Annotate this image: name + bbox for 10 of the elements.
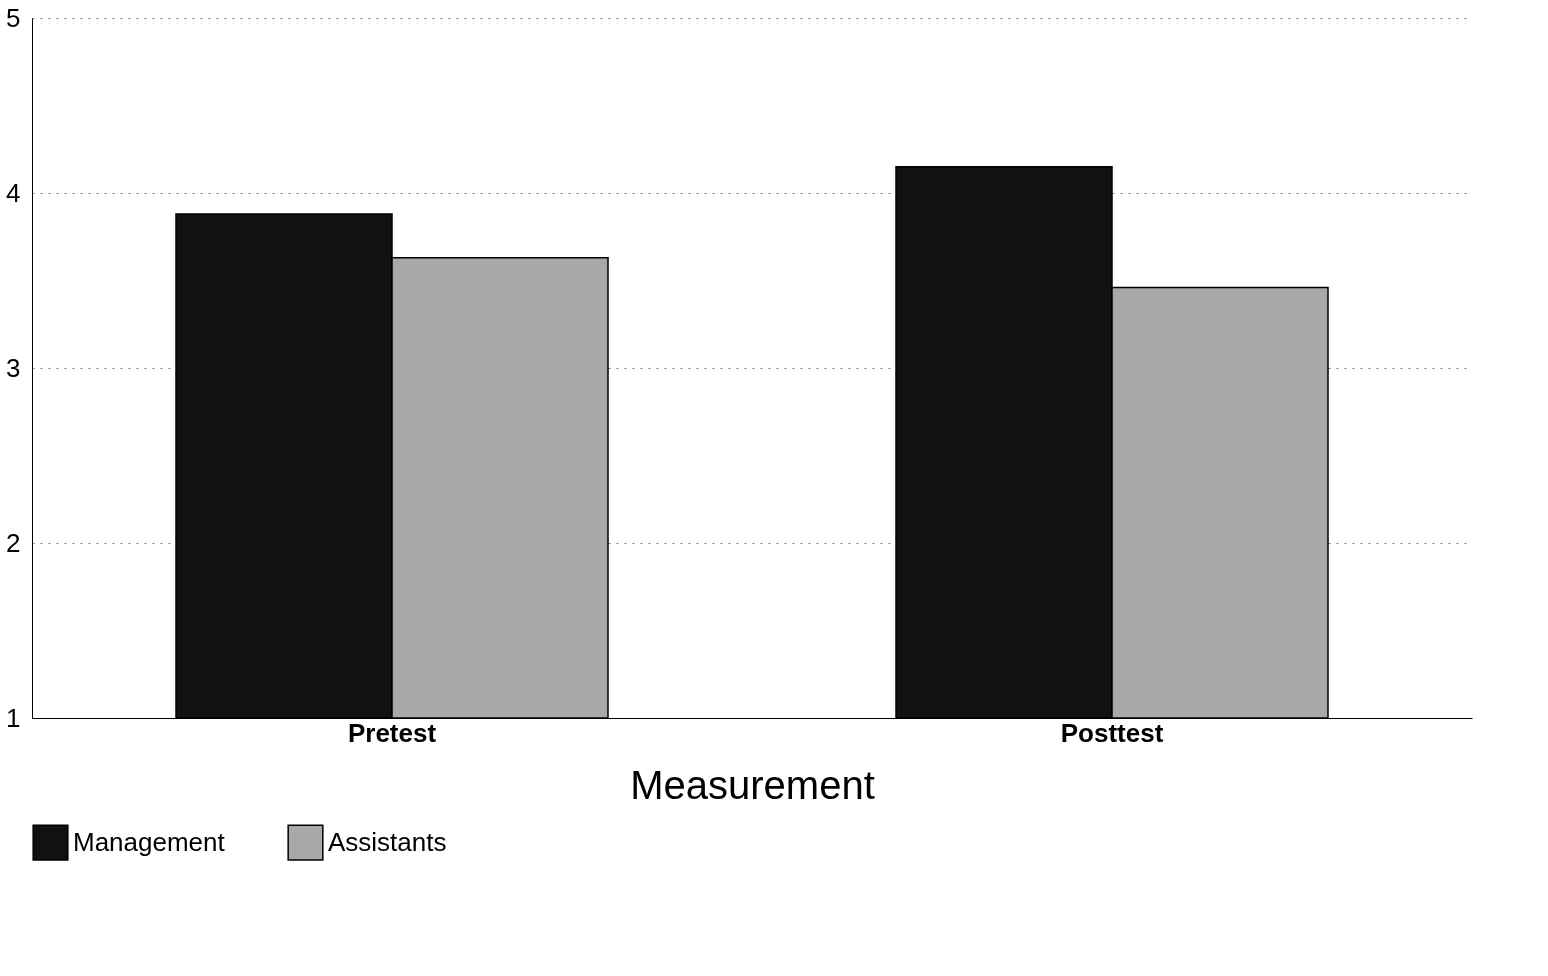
y-tick-label: 4 — [6, 177, 21, 208]
legend-label: Assistants — [328, 826, 447, 857]
x-axis-title: Measurement — [630, 762, 875, 807]
legend-label: Management — [73, 826, 226, 857]
x-tick-label: Posttest — [1060, 717, 1164, 748]
y-tick-label: 5 — [6, 2, 21, 33]
y-tick-label: 2 — [6, 527, 21, 558]
y-tick-label: 1 — [6, 702, 21, 733]
y-tick-label: 3 — [6, 352, 21, 383]
x-tick-label: Pretest — [347, 717, 437, 748]
